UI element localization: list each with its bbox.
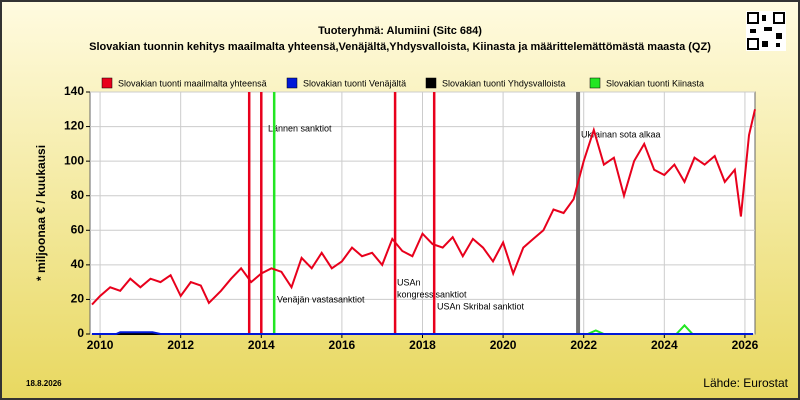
series-line	[92, 331, 753, 335]
event-label: Lännen sanktiot	[268, 123, 332, 133]
x-tick-label: 2020	[490, 338, 517, 352]
y-tick-label: 0	[77, 326, 84, 340]
x-tick-label: 2014	[248, 338, 275, 352]
event-label: Ukrainan sota alkaa	[581, 129, 661, 139]
y-tick-label: 60	[71, 222, 85, 236]
legend-swatch	[425, 77, 437, 89]
legend-label: Slovakian tuonti Kiinasta	[606, 78, 704, 88]
x-tick-label: 2012	[167, 338, 194, 352]
event-label: USAn	[397, 277, 421, 287]
y-tick-label: 20	[71, 292, 85, 306]
source: Lähde: Eurostat	[703, 376, 788, 390]
y-tick-label: 100	[64, 153, 84, 167]
x-tick-label: 2010	[87, 338, 114, 352]
y-tick-label: 80	[71, 188, 85, 202]
qr-code	[746, 11, 786, 51]
legend-label: Slovakian tuonti maailmalta yhteensä	[118, 78, 267, 88]
x-tick-label: 2022	[570, 338, 597, 352]
legend-label: Slovakian tuonti Venäjältä	[303, 78, 406, 88]
chart-subtitle: Slovakian tuonnin kehitys maailmalta yht…	[89, 41, 711, 53]
x-tick-label: 2016	[329, 338, 356, 352]
legend-swatch	[589, 77, 601, 89]
x-tick-label: 2018	[409, 338, 436, 352]
chart-title: Tuoteryhmä: Alumiini (Sitc 684)	[318, 25, 482, 37]
x-tick-label: 2026	[732, 338, 759, 352]
legend-label: Slovakian tuonti Yhdysvalloista	[442, 78, 565, 88]
y-tick-label: 140	[64, 84, 84, 98]
legend-swatch	[101, 77, 113, 89]
y-tick-label: 40	[71, 257, 85, 271]
x-tick-label: 2024	[651, 338, 678, 352]
legend-swatch	[286, 77, 298, 89]
date: 18.8.2026	[26, 379, 62, 388]
series-line	[91, 109, 756, 306]
y-axis-label: * miljoonaa € / kuukausi	[34, 145, 48, 281]
y-tick-label: 120	[64, 119, 84, 133]
event-label: USAn Skribal sanktiot	[437, 301, 525, 311]
event-label: Venäjän vastasanktiot	[277, 294, 365, 304]
event-label: kongressisanktiot	[397, 289, 467, 299]
